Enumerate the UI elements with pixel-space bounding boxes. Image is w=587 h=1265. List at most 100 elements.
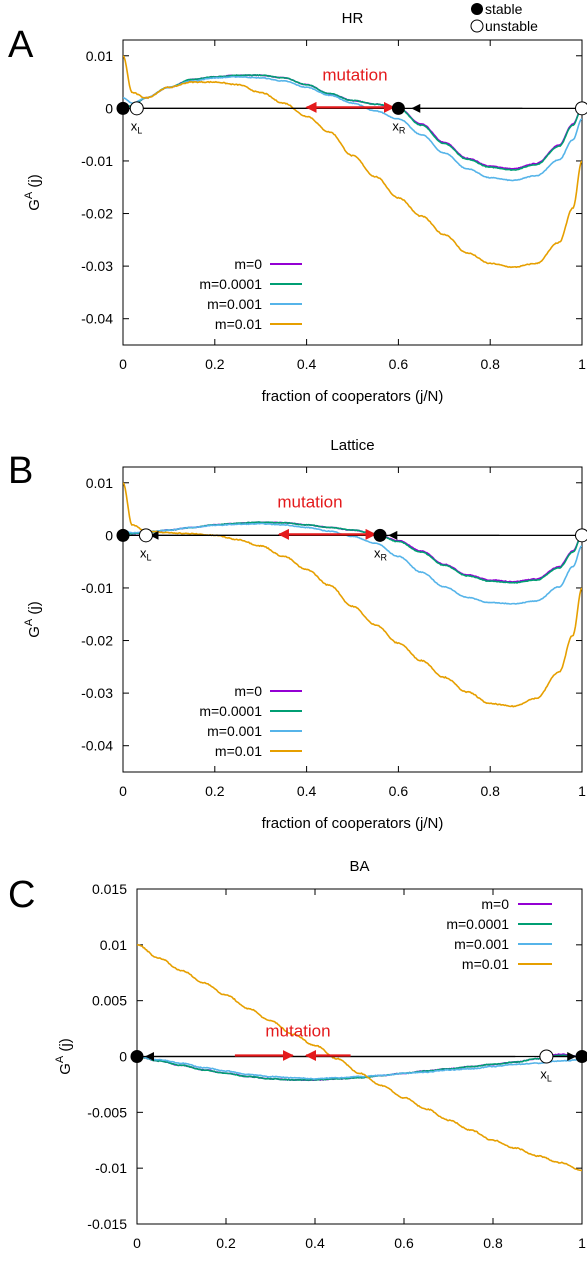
unstable-key-label: unstable — [485, 18, 538, 34]
legend-label: m=0.0001 — [199, 276, 262, 292]
y-tick-label: -0.02 — [81, 633, 113, 649]
unstable-key-marker — [470, 19, 484, 33]
series-line-m-0-001 — [123, 75, 582, 182]
mutation-label: mutation — [322, 65, 387, 84]
series-group — [123, 482, 582, 708]
y-tick-label: 0 — [119, 1049, 127, 1065]
series-line-m-0-0001 — [123, 74, 582, 171]
unstable-fixed-point — [575, 101, 587, 116]
stable-key-marker — [471, 3, 483, 15]
y-tick-label: -0.01 — [95, 1160, 127, 1176]
unstable-fixed-point — [129, 101, 144, 116]
legend-label: m=0.001 — [207, 723, 262, 739]
x-tick-label: 1 — [578, 783, 586, 799]
legend-label: m=0.001 — [454, 936, 509, 952]
y-tick-label: -0.04 — [81, 311, 113, 327]
panel-letter: B — [8, 450, 33, 492]
fixed-point-label: xL — [131, 118, 143, 135]
x-axis-label: fraction of cooperators (j/N) — [262, 388, 444, 405]
chart-title: Lattice — [330, 437, 374, 454]
stable-key-label: stable — [485, 1, 523, 17]
legend-label: m=0 — [234, 256, 262, 272]
panel-letter: C — [8, 874, 35, 916]
x-tick-label: 0.2 — [205, 356, 225, 372]
series-group — [123, 55, 582, 269]
legend-label: m=0.001 — [207, 296, 262, 312]
legend: m=0 m=0.0001 m=0.001 m=0.01 — [199, 256, 302, 332]
y-axis-label: GA (j) — [54, 1038, 74, 1075]
y-tick-label: 0.01 — [86, 48, 113, 64]
fixed-point-label: xL — [140, 545, 152, 562]
x-tick-label: 0.6 — [389, 783, 409, 799]
stable-fixed-point — [373, 528, 387, 542]
legend-label: m=0.01 — [215, 316, 262, 332]
x-axis-label: fraction of cooperators (j/N) — [262, 815, 444, 832]
stability-key: stable unstable — [470, 1, 538, 34]
y-tick-label: -0.005 — [87, 1104, 127, 1120]
unstable-fixed-point — [575, 528, 587, 543]
stable-fixed-point — [130, 1050, 144, 1063]
x-tick-label: 0.8 — [483, 1235, 503, 1251]
y-tick-label: 0.01 — [100, 937, 127, 953]
stable-fixed-point — [116, 528, 130, 542]
plot-frame — [122, 466, 583, 773]
y-tick-label: -0.01 — [81, 580, 113, 596]
legend: m=0 m=0.0001 m=0.001 m=0.01 — [199, 683, 302, 759]
fixed-point-label: xL — [540, 1067, 552, 1084]
x-tick-label: 0.2 — [205, 783, 225, 799]
stable-fixed-point — [116, 101, 130, 115]
mutation-label: mutation — [265, 1022, 330, 1041]
y-axis-label: GA (j) — [23, 601, 43, 638]
legend-label: m=0 — [234, 683, 262, 699]
chart-title: BA — [349, 858, 369, 875]
x-tick-label: 0.4 — [297, 783, 317, 799]
legend-label: m=0.01 — [462, 956, 509, 972]
chart-panel-c: C BA 0 0.2 0.4 0.6 0.8 1 0.015 0.01 0.005 0 -0.005 -0… — [8, 858, 587, 1251]
y-tick-label: 0 — [105, 527, 113, 543]
chart-panel-b: B Lattice 0 0.2 0.4 0.6 0.8 1 0.01 0 -0.01 -0.02 -0.… — [8, 437, 587, 832]
x-tick-label: 0.8 — [480, 356, 500, 372]
series-line-m-0-001 — [137, 1055, 582, 1080]
legend-label: m=0.01 — [215, 743, 262, 759]
legend-label: m=0.0001 — [199, 703, 262, 719]
x-tick-label: 0 — [119, 783, 127, 799]
legend-label: m=0 — [481, 896, 509, 912]
x-tick-label: 0 — [119, 356, 127, 372]
stable-fixed-point — [575, 1050, 587, 1063]
y-tick-label: 0.005 — [92, 993, 127, 1009]
x-tick-label: 1 — [578, 1235, 586, 1251]
series-line-m-0-0001 — [137, 1054, 582, 1082]
legend-label: m=0.0001 — [446, 916, 509, 932]
x-tick-label: 0 — [133, 1235, 141, 1251]
x-tick-label: 0.4 — [297, 356, 317, 372]
series-line-m-0-01 — [137, 944, 582, 1172]
y-tick-label: -0.04 — [81, 738, 113, 754]
chart-panel-a: A HR 0 0.2 0.4 0.6 0.8 1 0.01 0 -0.01 -0.02 -0.03 -0.… — [8, 10, 587, 405]
y-axis-label: GA (j) — [23, 174, 43, 211]
series-line-m-0-001 — [123, 522, 582, 605]
legend: m=0 m=0.0001 m=0.001 m=0.01 — [446, 896, 552, 972]
x-tick-label: 0.6 — [394, 1235, 414, 1251]
plot-frame — [122, 39, 583, 346]
mutation-label: mutation — [277, 492, 342, 511]
fixed-point-label: xR — [392, 118, 406, 135]
y-tick-label: -0.01 — [81, 153, 113, 169]
y-tick-label: -0.02 — [81, 206, 113, 222]
unstable-fixed-point — [138, 528, 153, 543]
x-tick-label: 1 — [578, 356, 586, 372]
series-line-m-0 — [123, 521, 582, 583]
series-line-m-0-01 — [123, 55, 582, 269]
x-tick-label: 0.4 — [305, 1235, 325, 1251]
y-tick-label: -0.03 — [81, 685, 113, 701]
panel-letter: A — [8, 24, 34, 66]
x-tick-label: 0.6 — [389, 356, 409, 372]
fixed-point-label: xR — [374, 545, 388, 562]
series-group — [137, 944, 582, 1172]
y-tick-label: 0.01 — [86, 475, 113, 491]
series-line-m-0-01 — [123, 482, 582, 708]
chart-title: HR — [342, 10, 364, 27]
x-tick-label: 0.8 — [480, 783, 500, 799]
y-tick-label: 0 — [105, 100, 113, 116]
y-tick-label: -0.015 — [87, 1216, 127, 1232]
